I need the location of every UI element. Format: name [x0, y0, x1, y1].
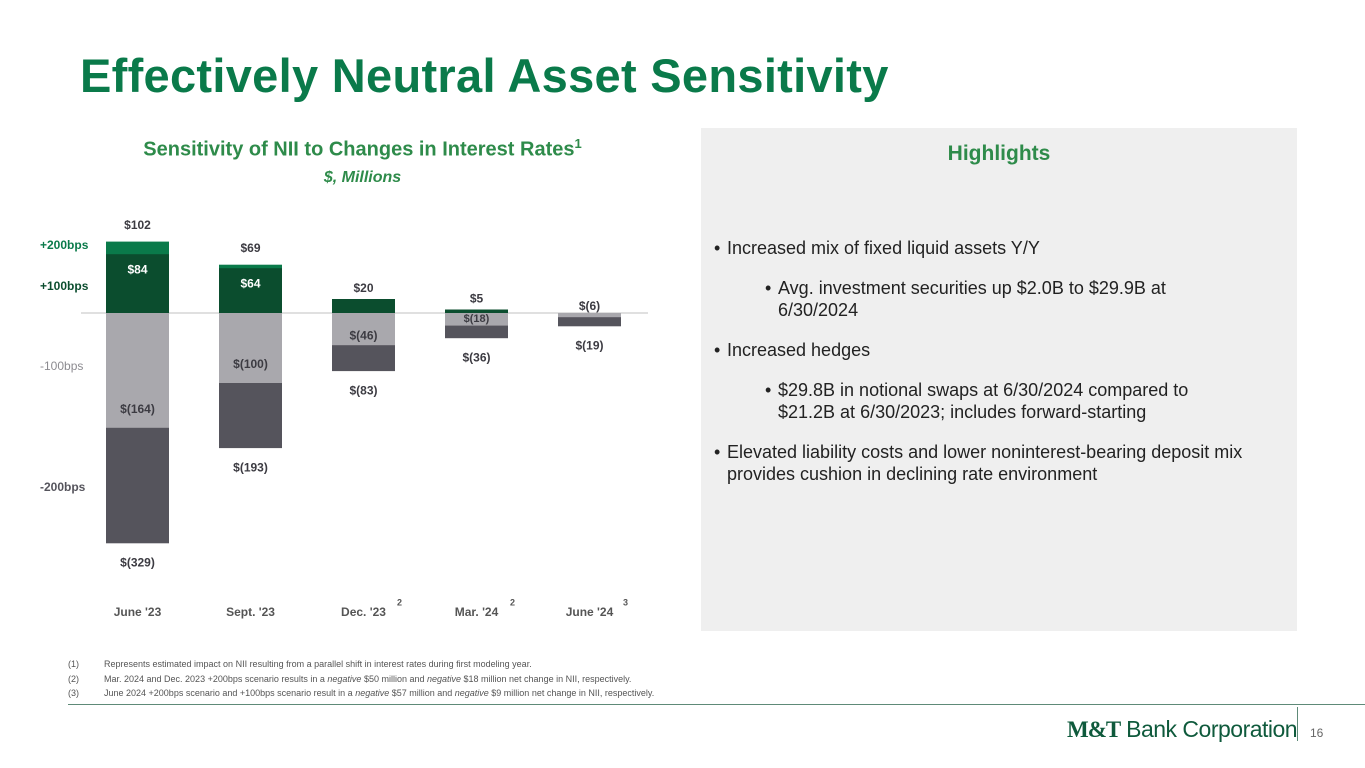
data-label: $(329) [120, 555, 155, 569]
data-label: $(83) [349, 383, 377, 397]
chart: +200bps +100bps -100bps -200bps $102 $84 $(164… [40, 218, 648, 619]
bar [332, 299, 395, 313]
bar [558, 313, 621, 318]
data-label: $64 [240, 276, 260, 290]
bullet-list: Increased mix of fixed liquid assets Y/Y… [701, 237, 1297, 503]
bar [219, 313, 282, 383]
footnote-ref: 3 [623, 597, 628, 607]
x-tick-label: June '23 [114, 605, 162, 619]
chart-title: Sensitivity of NII to Changes in Interes… [40, 136, 685, 162]
data-label: $(164) [120, 402, 155, 416]
series-label: -200bps [40, 480, 86, 494]
chart-title-text: Sensitivity of NII to Changes in Interes… [143, 138, 575, 161]
footnote-text: negative [355, 688, 390, 698]
bar [106, 254, 169, 313]
data-label: $(100) [233, 357, 268, 371]
footnote-number: (2) [68, 673, 79, 684]
logo-text: Bank Corporation [1126, 716, 1298, 742]
data-label: $(6) [579, 299, 600, 313]
highlights-panel: Highlights Increased mix of fixed liquid… [701, 128, 1297, 631]
footnote-ref: 2 [510, 597, 515, 607]
bar [445, 313, 508, 326]
footnote-text: negative [327, 673, 362, 684]
footnote-ref: 2 [397, 597, 402, 607]
data-label: $84 [127, 262, 147, 276]
footnote-text: $9 million net change in NII, respective… [488, 688, 655, 698]
data-label: $(46) [349, 328, 377, 342]
bullet: Increased hedges [714, 339, 1272, 361]
footnote-number: (1) [68, 659, 79, 669]
logo-mark: M&T [1067, 717, 1121, 742]
data-label: $(193) [233, 460, 268, 474]
data-label: $5 [470, 292, 484, 306]
data-label: $102 [124, 218, 151, 232]
bar [219, 268, 282, 313]
series-label: +100bps [40, 279, 89, 293]
series-label: -100bps [40, 359, 83, 373]
data-label: $69 [240, 241, 260, 255]
data-label: $(19) [575, 338, 603, 352]
bullet: Increased mix of fixed liquid assets Y/Y [714, 237, 1272, 259]
bullet: Avg. investment securities up $2.0B to $… [765, 277, 1233, 321]
footnote: (1) Represents estimated impact on NII re… [68, 657, 654, 672]
x-tick-label: June '24 [566, 605, 614, 619]
bullet: Elevated liability costs and lower nonin… [714, 441, 1272, 485]
footnote-text: $57 million and [389, 688, 455, 698]
data-label: $(36) [462, 350, 490, 364]
footnote-number: (3) [68, 688, 79, 698]
footer-divider [1297, 707, 1298, 741]
slide-title: Effectively Neutral Asset Sensitivity [80, 49, 889, 102]
chart-subtitle: $, Millions [323, 169, 402, 186]
page-number: 16 [1310, 726, 1324, 740]
logo: M&T Bank Corporation [1067, 716, 1298, 743]
x-tick-label: Mar. '24 [455, 605, 499, 619]
bar [445, 309, 508, 313]
footer-rule [68, 704, 1365, 705]
footnote: (2) Mar. 2024 and Dec. 2023 +200bps scena… [68, 672, 654, 687]
footnote-text: negative [454, 688, 489, 698]
x-tick-label: Dec. '23 [341, 605, 386, 619]
bar [106, 313, 169, 428]
bullet: $29.8B in notional swaps at 6/30/2024 co… [765, 379, 1233, 423]
series-label: +200bps [40, 238, 89, 252]
footnote-text: $50 million and [361, 673, 427, 684]
footnote-ref: 1 [574, 136, 582, 151]
footnote: (3) June 2024 +200bps scenario and +100bp… [68, 686, 654, 701]
footnotes: (1) Represents estimated impact on NII re… [68, 657, 654, 701]
footnote-text: negative [426, 673, 462, 684]
data-label: $20 [353, 281, 373, 295]
footnote-text: June 2024 +200bps scenario and +100bps s… [104, 688, 356, 698]
footnote-text: Mar. 2024 and Dec. 2023 +200bps scenario… [104, 673, 328, 684]
bar [332, 313, 395, 346]
footnote-text: $18 million net change in NII, respectiv… [461, 673, 632, 684]
footnote-text: Represents estimated impact on NII resul… [104, 659, 532, 669]
x-tick-label: Sept. '23 [226, 605, 275, 619]
data-label: $(18) [464, 313, 490, 325]
highlights-title: Highlights [947, 142, 1051, 165]
